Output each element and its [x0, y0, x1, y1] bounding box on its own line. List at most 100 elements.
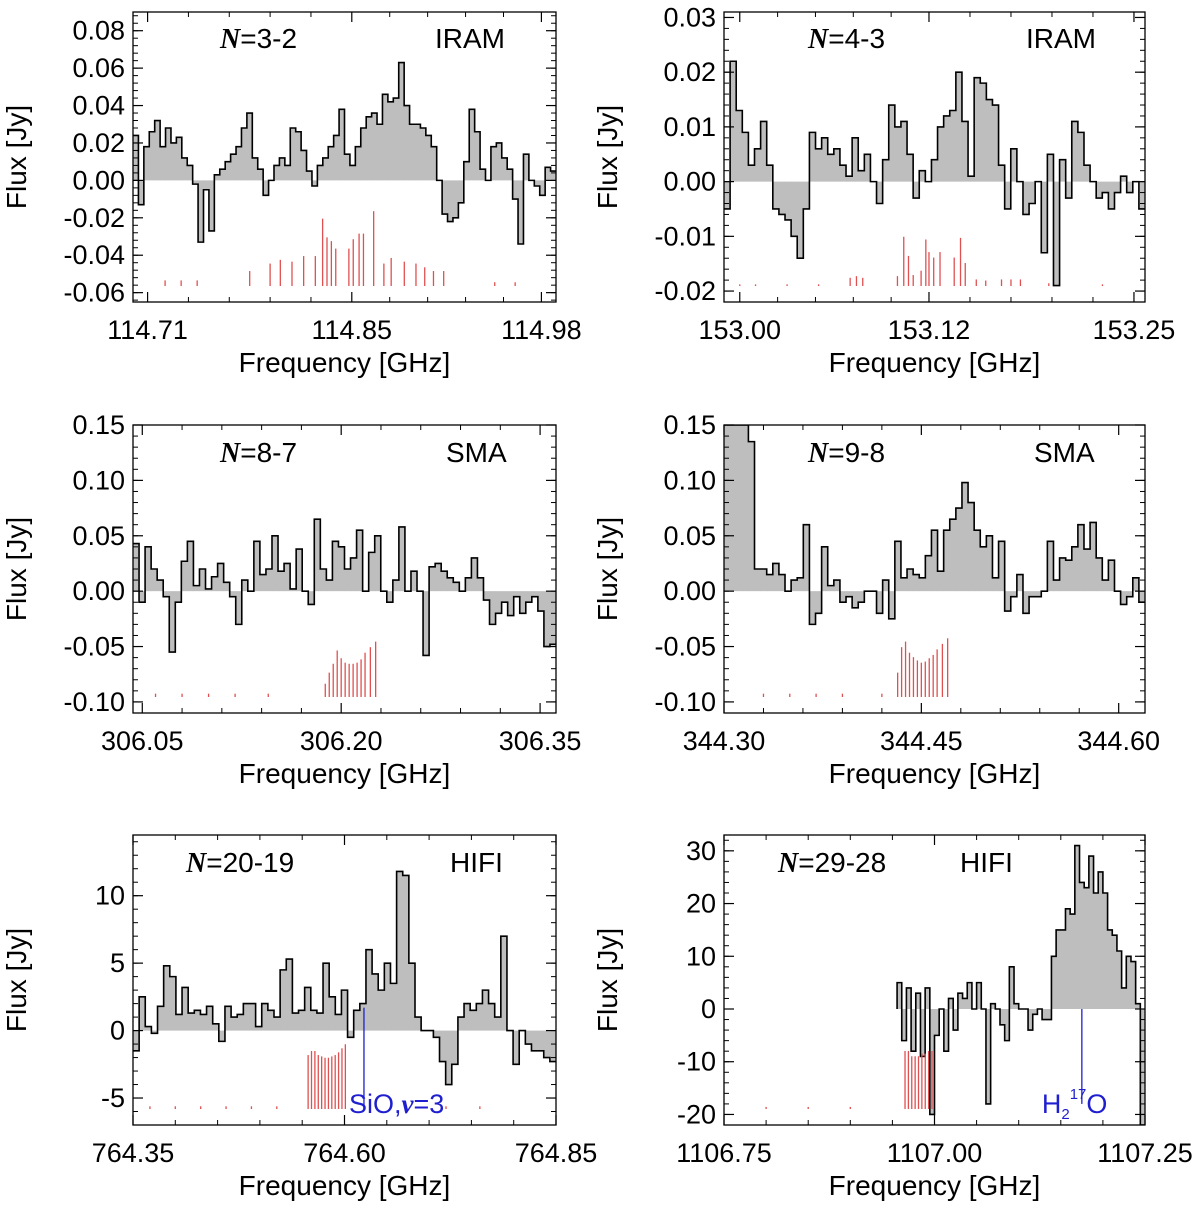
- y-tick-label: 0.08: [72, 16, 125, 46]
- spectrum-bin: [980, 83, 987, 182]
- spectrum-bin: [237, 1014, 244, 1031]
- spectrum-bin: [160, 146, 166, 181]
- spectrum-bin: [356, 530, 364, 592]
- spectrum-bin: [1059, 557, 1067, 592]
- spectrum-bin: [858, 170, 865, 182]
- spectrum-bin: [1096, 181, 1103, 199]
- spectrum-bin: [211, 576, 218, 592]
- spectrum-bin: [355, 146, 362, 181]
- spectrum-bin: [439, 1030, 447, 1062]
- spectrum-bin: [224, 1006, 232, 1031]
- spectrum-bin: [513, 591, 521, 597]
- spectrum-bin: [990, 1003, 996, 1009]
- spectrum-bin: [1004, 181, 1012, 209]
- spectrum-bin: [1093, 893, 1099, 1009]
- spectrum-bin: [1130, 961, 1137, 1009]
- spectrum-bin: [1084, 887, 1090, 1009]
- spectrum-bin: [463, 161, 470, 181]
- x-axis-label: Frequency [GHz]: [239, 758, 451, 789]
- spectrum-bin: [187, 541, 194, 592]
- spectrum-bin: [1114, 181, 1121, 193]
- spectrum-bin: [218, 1030, 226, 1042]
- spectrum-bin: [1102, 580, 1109, 592]
- spectrum-bin: [1009, 966, 1015, 1009]
- spectrum-bin: [474, 131, 481, 181]
- spectrum-bin: [760, 569, 768, 592]
- x-tick-label: 114.85: [312, 315, 393, 345]
- panel-5: SiO,v=3 764.35 764.60 764.85 10 5 0 -5 Frequency…: [1, 834, 597, 1201]
- spectrum-bin: [931, 159, 938, 182]
- y-tick-label: 0.00: [72, 576, 125, 606]
- spectrum-bin: [523, 154, 530, 181]
- spectrum-outline: [133, 61, 556, 245]
- spectrum-bin: [236, 146, 242, 181]
- spectrum-bin: [332, 541, 339, 592]
- spectrum-bin: [754, 569, 762, 592]
- panel-6: H217O 1106.75 1107.00 1107.25 30 20 10 0 -10 -20 F…: [592, 834, 1193, 1201]
- spectrum-bin: [900, 577, 908, 592]
- spectrum-bin: [311, 180, 318, 186]
- spectrum-bin: [1032, 1009, 1038, 1015]
- y-tick-label: 0.00: [72, 165, 125, 195]
- x-axis-label: Frequency [GHz]: [239, 347, 451, 378]
- spectrum-bin: [852, 137, 859, 182]
- x-axis-label: Frequency [GHz]: [829, 347, 1041, 378]
- spectrum-bin: [1029, 591, 1036, 597]
- spectrum-bin: [1126, 181, 1134, 193]
- spectrum-bin: [284, 563, 291, 592]
- spectrum-bin: [545, 167, 551, 181]
- spectrum-bin: [205, 588, 212, 592]
- spectrum-bin: [748, 441, 755, 592]
- spectrum-bin: [480, 169, 486, 181]
- spectrum-bin: [1028, 1009, 1034, 1031]
- spectrum-bin: [888, 591, 896, 619]
- spectrum-bin: [199, 569, 206, 592]
- spectrum-bin: [1140, 1009, 1145, 1125]
- spectrum-bin: [235, 591, 243, 625]
- spectrum-bin: [876, 181, 884, 204]
- spectrum-bin: [255, 1026, 263, 1031]
- spectrum-bin: [169, 591, 176, 653]
- spectrum-bin: [452, 180, 459, 218]
- y-tick-label: -0.05: [654, 632, 716, 662]
- spectrum-bin: [809, 132, 816, 182]
- spectrum-bin: [778, 574, 786, 592]
- y-axis-label: Flux [Jy]: [592, 105, 623, 209]
- panel-1: 114.71 114.85 114.98 0.08 0.06 0.04 0.02 0.00 -0…: [1, 11, 582, 378]
- y-tick-label: 0.01: [663, 112, 716, 142]
- spectrum-bin: [858, 591, 865, 603]
- transition-label: N=29-28: [777, 847, 886, 879]
- spectrum-bin: [145, 546, 152, 592]
- spectrum-bin: [408, 963, 416, 1031]
- telescope-label: SMA: [1034, 437, 1095, 468]
- spectrum-bin: [778, 181, 786, 215]
- y-tick-label: 5: [110, 948, 125, 978]
- spectrum-bin: [846, 176, 853, 182]
- spectrum-bin: [1120, 591, 1128, 605]
- spectrum-bin: [821, 546, 829, 592]
- x-tick-label: 764.35: [92, 1138, 175, 1168]
- spectrum-bin: [453, 582, 460, 592]
- spectrum-bin: [252, 157, 259, 181]
- y-tick-label: 0.05: [663, 521, 716, 551]
- spectrum-bin: [278, 571, 285, 592]
- spectrum-bin: [937, 126, 945, 182]
- y-tick-label: -10: [677, 1047, 716, 1077]
- y-tick-label: 10: [686, 941, 716, 971]
- spectrum-bin: [317, 165, 324, 181]
- spectrum-bin: [203, 180, 210, 190]
- spectrum-bin: [423, 591, 430, 656]
- spectrum-bin: [138, 180, 145, 205]
- spectrum-bin: [1074, 845, 1080, 1009]
- spectrum-bin: [338, 546, 345, 592]
- spectrum-bin: [402, 875, 410, 1031]
- y-tick-label: 0.02: [663, 57, 716, 87]
- spectrum-bin: [1016, 574, 1024, 592]
- spectrum-bin: [410, 571, 418, 592]
- spectrum-bin: [483, 591, 490, 601]
- spectrum-bin: [974, 530, 981, 592]
- spectrum-bin: [344, 154, 351, 181]
- spectrum-bin: [539, 180, 546, 196]
- spectrum-bin: [310, 1010, 318, 1031]
